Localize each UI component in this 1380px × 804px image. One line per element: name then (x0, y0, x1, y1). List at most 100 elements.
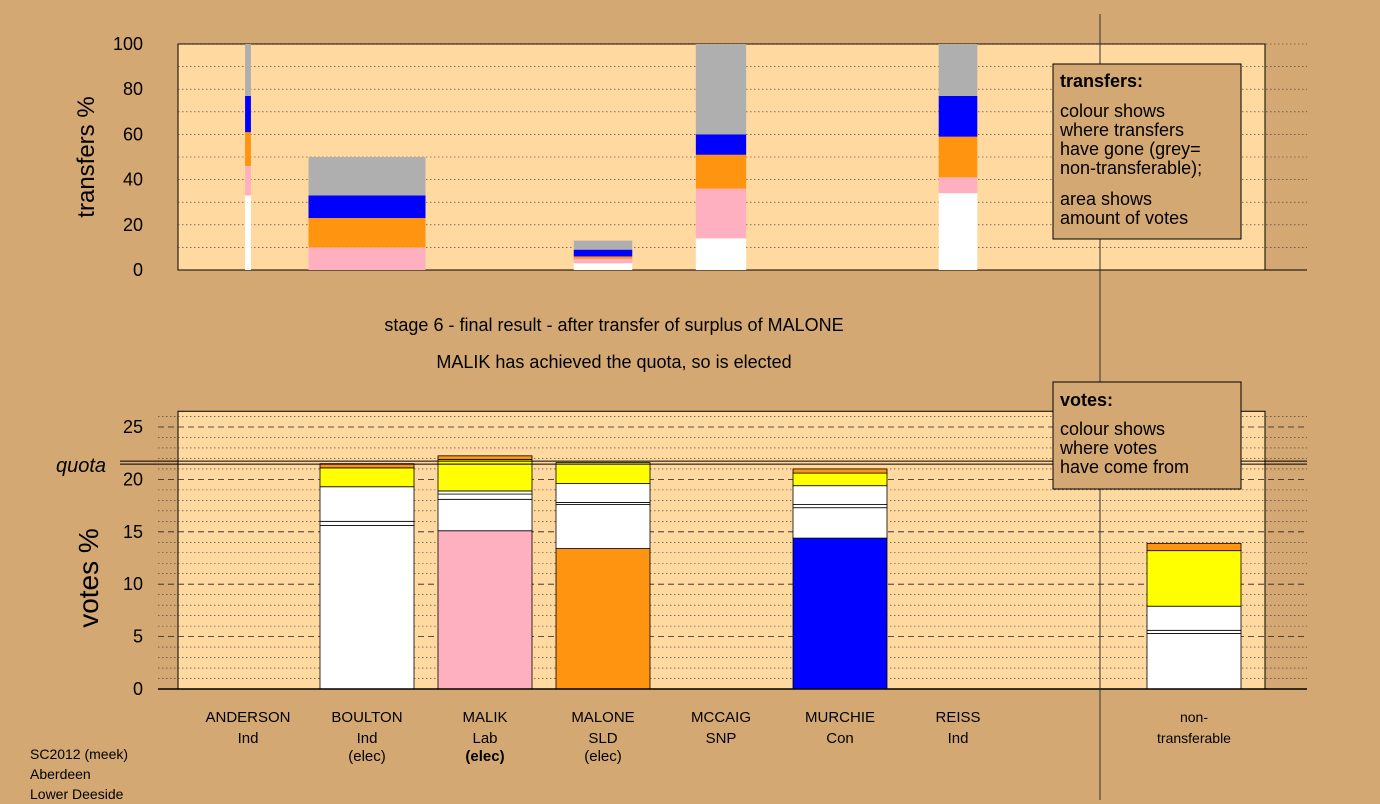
transfer-segment (573, 240, 633, 250)
votes-tick-label: 25 (123, 417, 143, 437)
transfer-segment (938, 95, 978, 137)
vote-segment (319, 525, 415, 690)
transfers-tick-label: 60 (123, 124, 143, 144)
transfer-segment (245, 166, 251, 196)
transfer-segment (245, 195, 251, 270)
stage-line: stage 6 - final result - after transfer … (384, 315, 843, 335)
transfers-legend-line: area shows (1060, 189, 1152, 209)
transfers-tick-label: 20 (123, 215, 143, 235)
transfers-tick-label: 0 (133, 260, 143, 280)
vote-segment (792, 507, 888, 539)
votes-legend: votes: colour shows where votes have com… (1052, 381, 1242, 490)
transfer-segment (573, 258, 633, 264)
transfer-segment (245, 132, 251, 167)
votes-tick-label: 5 (133, 627, 143, 647)
footer: SC2012 (meek) Aberdeen Lower Deeside (30, 744, 128, 804)
vote-segment (792, 504, 888, 509)
candidate-name: MALONE (571, 709, 634, 726)
votes-tick-label: 10 (123, 574, 143, 594)
votes-tick-label: 20 (123, 469, 143, 489)
transfers-legend-line: amount of votes (1060, 208, 1188, 228)
transfer-segment (245, 44, 251, 96)
votes-tick-label: 0 (133, 679, 143, 699)
quota-label: quota (56, 455, 106, 477)
vote-segment (319, 467, 415, 488)
vote-segment (437, 498, 533, 532)
candidate-status: (elec) (348, 748, 386, 765)
transfer-segment (938, 136, 978, 178)
nontransferable-segment (1146, 633, 1242, 690)
transfers-axis-title: transfers % (73, 96, 100, 217)
candidate-party: Ind (357, 730, 378, 747)
vote-segment (792, 468, 888, 474)
transfer-segment (938, 44, 978, 96)
nontransferable-label: transferable (1157, 730, 1231, 746)
vote-segment (437, 455, 533, 460)
nontransferable-segment (1146, 550, 1242, 607)
vote-segment (792, 472, 888, 487)
transfer-segment (573, 263, 633, 270)
transfer-segment (245, 95, 251, 133)
vote-segment (437, 530, 533, 690)
votes-legend-box (1052, 381, 1242, 490)
transfers-tick-label: 80 (123, 79, 143, 99)
votes-axis-title: votes % (73, 528, 104, 628)
transfers-legend-line: have gone (grey= (1060, 139, 1201, 159)
candidate-name: BOULTON (331, 709, 402, 726)
candidate-party: Lab (472, 730, 497, 747)
vote-segment (555, 504, 651, 549)
transfer-segment (308, 247, 426, 270)
transfers-legend-line: non-transferable); (1060, 158, 1202, 178)
transfer-segment (695, 44, 747, 135)
candidate-party: Ind (948, 730, 969, 747)
candidate-name: REISS (935, 709, 980, 726)
vote-segment (792, 537, 888, 690)
transfer-segment (573, 249, 633, 257)
transfers-legend-box (1052, 63, 1242, 240)
candidate-party: Ind (238, 730, 259, 747)
vote-segment (555, 483, 651, 503)
transfers-legend-title: transfers: (1060, 71, 1143, 91)
candidate-name: ANDERSON (205, 709, 290, 726)
candidate-name: MURCHIE (805, 709, 875, 726)
vote-segment (319, 520, 415, 526)
transfer-segment (695, 154, 747, 189)
candidate-name: MCCAIG (691, 709, 751, 726)
nontransferable-label: non- (1180, 709, 1208, 725)
transfers-tick-label: 100 (113, 34, 143, 54)
votes-tick-label: 15 (123, 522, 143, 542)
footer-line: Lower Deeside (30, 786, 124, 802)
transfer-segment (573, 256, 633, 259)
transfer-segment (695, 134, 747, 155)
footer-line: SC2012 (meek) (30, 746, 129, 762)
candidate-party: SNP (706, 730, 737, 747)
votes-legend-line: where votes (1059, 438, 1157, 458)
transfer-segment (308, 195, 426, 219)
vote-segment (437, 459, 533, 492)
vote-segment (555, 462, 651, 484)
vote-segment (319, 486, 415, 522)
vote-segment (437, 493, 533, 500)
votes-legend-line: have come from (1060, 457, 1189, 477)
transfer-segment (308, 157, 426, 196)
transfer-segment (938, 193, 978, 270)
footer-line: Aberdeen (30, 766, 91, 782)
transfer-segment (695, 188, 747, 239)
transfer-segment (938, 177, 978, 194)
votes-plot: 0510152025ANDERSONIndBOULTONInd(elec)MAL… (123, 410, 1307, 765)
transfers-legend: transfers: colour shows where transfers … (1052, 63, 1242, 240)
candidate-party: SLD (588, 730, 617, 747)
vote-segment (555, 548, 651, 690)
transfers-tick-label: 40 (123, 170, 143, 190)
nontransferable-segment (1146, 605, 1242, 631)
nontransferable-segment (1146, 542, 1242, 552)
result-line: MALIK has achieved the quota, so is elec… (436, 352, 791, 372)
vote-segment (792, 485, 888, 505)
candidate-name: MALIK (462, 709, 507, 726)
votes-legend-line: colour shows (1060, 419, 1165, 439)
transfer-segment (308, 218, 426, 248)
transfer-segment (695, 238, 747, 270)
candidate-status: (elec) (465, 748, 504, 765)
transfers-legend-line: where transfers (1059, 120, 1184, 140)
